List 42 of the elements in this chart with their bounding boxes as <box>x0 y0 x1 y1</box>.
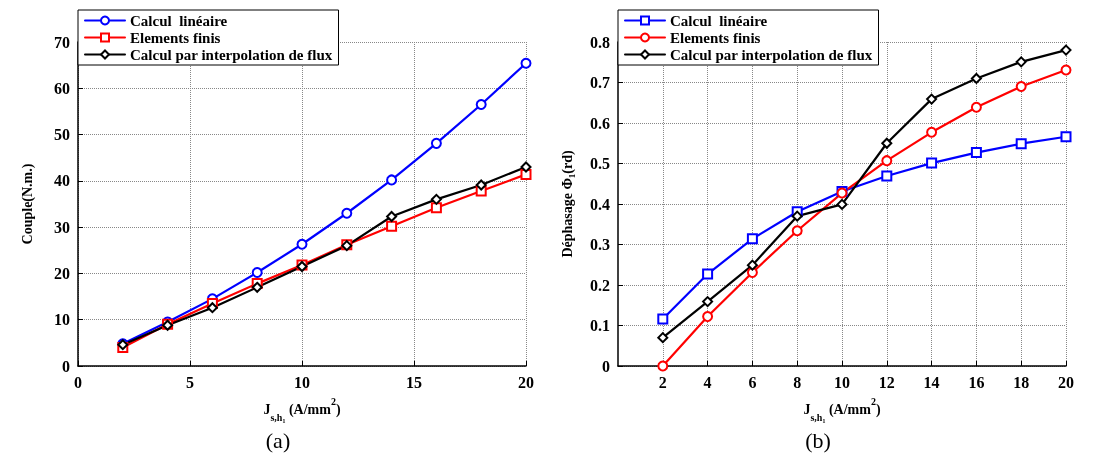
y-tick-label: 70 <box>54 33 70 51</box>
legend-label: Calcul par interpolation de flux <box>130 46 333 63</box>
y-tick-label: 0.5 <box>590 155 610 172</box>
y-tick-label: 0 <box>62 357 70 375</box>
x-tick-label: 2 <box>658 373 667 391</box>
x-tick-label: 10 <box>294 373 310 391</box>
x-tick-label: 18 <box>1013 373 1030 391</box>
x-tick-label: 4 <box>703 373 712 391</box>
y-tick-label: 20 <box>54 264 70 282</box>
x-tick-label: 5 <box>186 373 194 391</box>
y-tick-label: 0.6 <box>590 114 610 132</box>
x-tick-label: 12 <box>878 373 895 391</box>
y-tick-label: 10 <box>54 311 70 329</box>
legend-label: Calcul linéaire <box>670 12 768 29</box>
legend-label: Elements finis <box>670 29 761 46</box>
x-tick-label: 20 <box>1058 373 1074 391</box>
y-tick-label: 0.1 <box>590 317 610 334</box>
y-tick-label: 0.3 <box>590 236 610 253</box>
y-tick-label: 0.7 <box>590 74 610 91</box>
x-tick-label: 20 <box>518 373 534 391</box>
y-tick-label: 50 <box>54 126 70 144</box>
y-tick-label: 0 <box>602 357 610 375</box>
y-tick-label: 0.4 <box>590 195 610 213</box>
text: (a) <box>265 427 291 453</box>
x-tick-label: 8 <box>793 373 802 391</box>
legend-label: Calcul linéaire <box>130 12 228 29</box>
y-tick-label: 40 <box>54 172 70 190</box>
x-tick-label: 6 <box>748 373 757 391</box>
x-tick-label: 10 <box>834 373 850 391</box>
legend-label: Elements finis <box>130 29 221 46</box>
y-tick-label: 30 <box>54 218 70 236</box>
x-tick-label: 15 <box>406 373 422 391</box>
x-tick-label: 16 <box>968 373 985 391</box>
y-axis-title: Déphasage Φ₁(rd) <box>559 150 576 258</box>
y-tick-label: 0.8 <box>590 33 610 51</box>
x-tick-label: 14 <box>923 373 940 391</box>
y-axis-title: Couple(N.m.) <box>19 163 36 245</box>
y-tick-label: 60 <box>54 79 70 97</box>
legend-label: Calcul par interpolation de flux <box>670 46 873 63</box>
y-tick-label: 0.2 <box>590 276 610 294</box>
text: (b) <box>805 427 831 453</box>
x-tick-label: 0 <box>74 373 82 391</box>
